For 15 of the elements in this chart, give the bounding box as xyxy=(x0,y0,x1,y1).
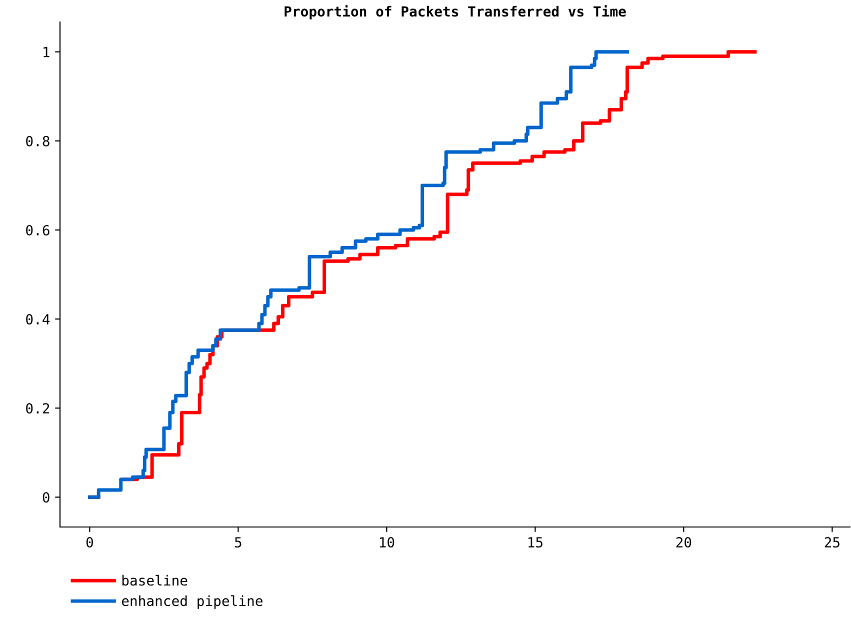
chart-title: Proportion of Packets Transferred vs Time xyxy=(284,5,626,20)
x-tick-label: 5 xyxy=(234,537,242,548)
x-tick-label: 0 xyxy=(86,537,93,548)
legend-label: baseline xyxy=(122,574,188,586)
y-tick-label: 1 xyxy=(44,47,50,58)
y-tick-label: 0.2 xyxy=(26,403,50,414)
x-tick-label: 25 xyxy=(824,537,840,548)
x-tick-label: 15 xyxy=(528,537,542,548)
y-tick-label: 0 xyxy=(42,492,50,503)
y-tick-label: 0.6 xyxy=(26,224,50,236)
y-tick-label: 0.8 xyxy=(26,136,50,146)
y-tick-label: 0.4 xyxy=(26,314,50,325)
x-tick-label: 20 xyxy=(676,537,692,548)
legend-label: enhanced pipeline xyxy=(122,595,262,609)
x-tick-label: 10 xyxy=(380,537,394,548)
